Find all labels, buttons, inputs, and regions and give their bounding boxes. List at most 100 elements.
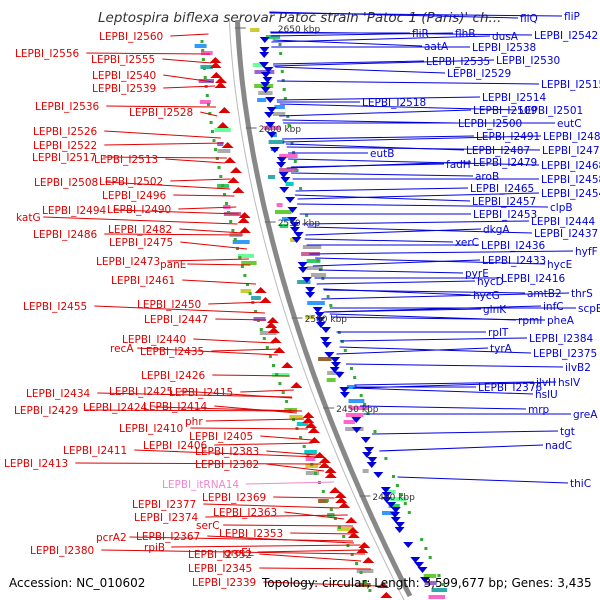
forward-gene-arrow[interactable] (259, 297, 272, 303)
forward-gene-arrow[interactable] (216, 122, 229, 128)
reverse-gene-arrow[interactable] (390, 507, 401, 513)
feature-block[interactable] (346, 385, 357, 389)
forward-gene-label[interactable]: LEPBI_I2528 (129, 107, 193, 119)
reverse-gene-label[interactable]: LEPBI_I2477 (542, 145, 600, 157)
forward-gene-label[interactable]: LEPBI_I2555 (91, 54, 155, 66)
reverse-gene-label[interactable]: LEPBI_I2514 (482, 92, 547, 104)
forward-gene-arrow[interactable] (329, 487, 342, 493)
forward-gene-arrow[interactable] (267, 327, 280, 333)
feature-block[interactable] (302, 245, 322, 249)
reverse-gene-label[interactable]: LEPBI_I2375 (533, 348, 597, 360)
reverse-gene-arrow[interactable] (320, 337, 330, 343)
feature-block[interactable] (343, 420, 355, 424)
forward-gene-arrow[interactable] (356, 547, 369, 553)
reverse-gene-label[interactable]: hyfF (575, 246, 598, 258)
reverse-gene-label[interactable]: hycD (477, 276, 504, 288)
forward-gene-arrow[interactable] (265, 322, 278, 328)
feature-block[interactable] (268, 175, 276, 179)
feature-block[interactable] (217, 149, 231, 153)
reverse-gene-label[interactable]: eutB (370, 148, 394, 160)
reverse-gene-label[interactable]: fadH (446, 159, 471, 171)
forward-gene-arrow[interactable] (347, 527, 359, 533)
forward-gene-arrow[interactable] (214, 82, 227, 88)
feature-block[interactable] (194, 44, 207, 48)
forward-gene-arrow[interactable] (335, 497, 348, 503)
feature-block[interactable] (349, 406, 370, 410)
forward-gene-label[interactable]: LEPBI_I2410 (119, 423, 183, 435)
feature-block[interactable] (279, 168, 298, 172)
feature-block[interactable] (305, 315, 314, 319)
forward-gene-label[interactable]: LEPBI_I2450 (137, 299, 201, 311)
forward-gene-label[interactable]: LEPBI_I2380 (30, 545, 94, 557)
reverse-gene-label[interactable]: pyrE (465, 268, 489, 280)
reverse-gene-arrow[interactable] (298, 267, 308, 273)
forward-gene-arrow[interactable] (377, 582, 390, 588)
reverse-gene-arrow[interactable] (289, 222, 300, 228)
feature-block[interactable] (327, 371, 342, 375)
feature-block[interactable] (318, 357, 332, 361)
reverse-gene-label[interactable]: LEPBI_I2487 (466, 145, 530, 157)
reverse-gene-arrow[interactable] (334, 372, 345, 378)
reverse-gene-label[interactable]: LEPBI_I2437 (534, 228, 598, 240)
reverse-gene-arrow[interactable] (417, 567, 428, 573)
forward-gene-arrow[interactable] (302, 412, 315, 418)
reverse-gene-label[interactable]: LEPBI_I2538 (472, 42, 536, 54)
reverse-gene-arrow[interactable] (259, 47, 270, 53)
forward-gene-arrow[interactable] (358, 542, 371, 548)
forward-gene-label[interactable]: LEPBI_I2508 (34, 177, 98, 189)
reverse-gene-arrow[interactable] (386, 502, 397, 508)
reverse-gene-label[interactable]: mrp (528, 404, 550, 416)
feature-block[interactable] (431, 588, 448, 592)
reverse-gene-label[interactable]: LEPBI_I2384 (529, 333, 594, 345)
feature-block[interactable] (306, 259, 321, 263)
reverse-gene-label[interactable]: LEPBI_I2530 (496, 55, 560, 67)
forward-gene-arrow[interactable] (218, 107, 231, 113)
reverse-gene-arrow[interactable] (380, 487, 391, 493)
reverse-gene-arrow[interactable] (258, 62, 269, 68)
forward-gene-arrow[interactable] (269, 337, 282, 343)
forward-gene-label[interactable]: LEPBI_I2383 (195, 446, 259, 458)
forward-gene-arrow[interactable] (232, 187, 245, 193)
forward-gene-arrow[interactable] (324, 467, 337, 473)
reverse-gene-label[interactable]: LEPBI_I2457 (472, 196, 536, 208)
forward-gene-label[interactable]: LEPBI_I2414 (143, 401, 208, 413)
reverse-gene-label[interactable]: LEPBI_I2465 (470, 183, 534, 195)
forward-gene-label[interactable]: LEPBI_I2377 (132, 499, 196, 511)
reverse-gene-arrow[interactable] (414, 562, 424, 568)
reverse-gene-arrow[interactable] (351, 417, 362, 423)
feature-block[interactable] (265, 35, 281, 39)
feature-block[interactable] (306, 266, 323, 270)
reverse-gene-label[interactable]: ilvH (536, 377, 556, 389)
forward-gene-label[interactable]: katG (16, 212, 41, 224)
forward-gene-label[interactable]: LEPBI_I2382 (195, 459, 259, 471)
feature-block[interactable] (356, 569, 374, 573)
feature-block[interactable] (279, 154, 298, 158)
feature-block[interactable] (273, 112, 286, 116)
reverse-gene-arrow[interactable] (305, 287, 316, 293)
reverse-gene-arrow[interactable] (381, 497, 392, 503)
forward-gene-arrow[interactable] (215, 77, 227, 83)
reverse-gene-arrow[interactable] (276, 157, 287, 163)
reverse-gene-arrow[interactable] (360, 437, 371, 443)
forward-gene-arrow[interactable] (209, 57, 222, 63)
feature-block[interactable] (232, 240, 250, 244)
forward-gene-label[interactable]: LEPBI_I2486 (33, 229, 98, 241)
reverse-gene-label[interactable]: pheA (547, 315, 575, 327)
forward-gene-arrow[interactable] (308, 437, 321, 443)
forward-gene-label[interactable]: LEPBI_I2556 (15, 48, 80, 60)
reverse-gene-label[interactable]: LEPBI_I2453 (473, 209, 537, 221)
reverse-gene-label[interactable]: xerC (455, 237, 479, 249)
reverse-gene-label[interactable]: fliP (564, 11, 580, 23)
reverse-gene-arrow[interactable] (264, 112, 275, 118)
forward-gene-label[interactable]: LEPBI_I2339 (192, 577, 256, 589)
reverse-gene-arrow[interactable] (262, 77, 273, 83)
feature-block[interactable] (389, 497, 407, 501)
reverse-gene-arrow[interactable] (394, 527, 405, 533)
feature-block[interactable] (297, 280, 311, 284)
reverse-gene-label[interactable]: LEPBI_I2436 (481, 240, 546, 252)
reverse-gene-label[interactable]: LEPBI_I2433 (482, 255, 546, 267)
reverse-gene-label[interactable]: tgt (560, 426, 575, 438)
reverse-gene-arrow[interactable] (287, 207, 298, 213)
reverse-gene-label[interactable]: tyrA (490, 343, 513, 355)
